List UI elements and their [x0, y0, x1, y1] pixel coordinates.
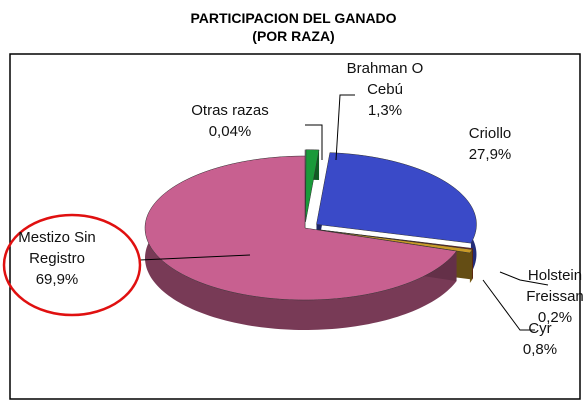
slice-label: Brahman O Cebú 1,3% [340, 58, 430, 121]
label-name: Brahman O Cebú [346, 60, 424, 98]
label-value: 0,8% [522, 341, 558, 358]
label-name: Criollo [468, 125, 512, 142]
leader-line [335, 94, 355, 161]
label-value: 27,9% [468, 146, 512, 163]
pie-slice [305, 149, 320, 222]
chart-title: PARTICIPACION DEL GANADO [190, 10, 397, 26]
leader-line [305, 124, 323, 160]
slice-label: Holstein Freissan 0,2% [515, 265, 587, 328]
slice-label: Otras razas 0,04% [180, 100, 280, 142]
label-name: Mestizo Sin Registro [18, 229, 96, 267]
slice-label: Cyr 0,8% [490, 318, 587, 360]
label-name: Holstein Freissan [526, 267, 584, 305]
pie-slice [144, 155, 458, 301]
label-value: 0,2% [537, 309, 573, 326]
label-value: 1,3% [367, 102, 403, 119]
slice-label: Mestizo Sin Registro 69,9% [2, 227, 112, 290]
slice-label: Criollo 27,9% [445, 123, 535, 165]
label-value: 69,9% [35, 271, 79, 288]
chart-subtitle: (POR RAZA) [252, 28, 335, 44]
label-name: Cyr [528, 320, 552, 337]
highlight-circle [2, 213, 142, 317]
label-name: Otras razas [191, 102, 269, 119]
leader-line [139, 254, 251, 261]
label-value: 0,04% [208, 123, 252, 140]
leader-line [499, 271, 549, 286]
leader-line [482, 279, 535, 331]
pie-slice [316, 152, 477, 244]
